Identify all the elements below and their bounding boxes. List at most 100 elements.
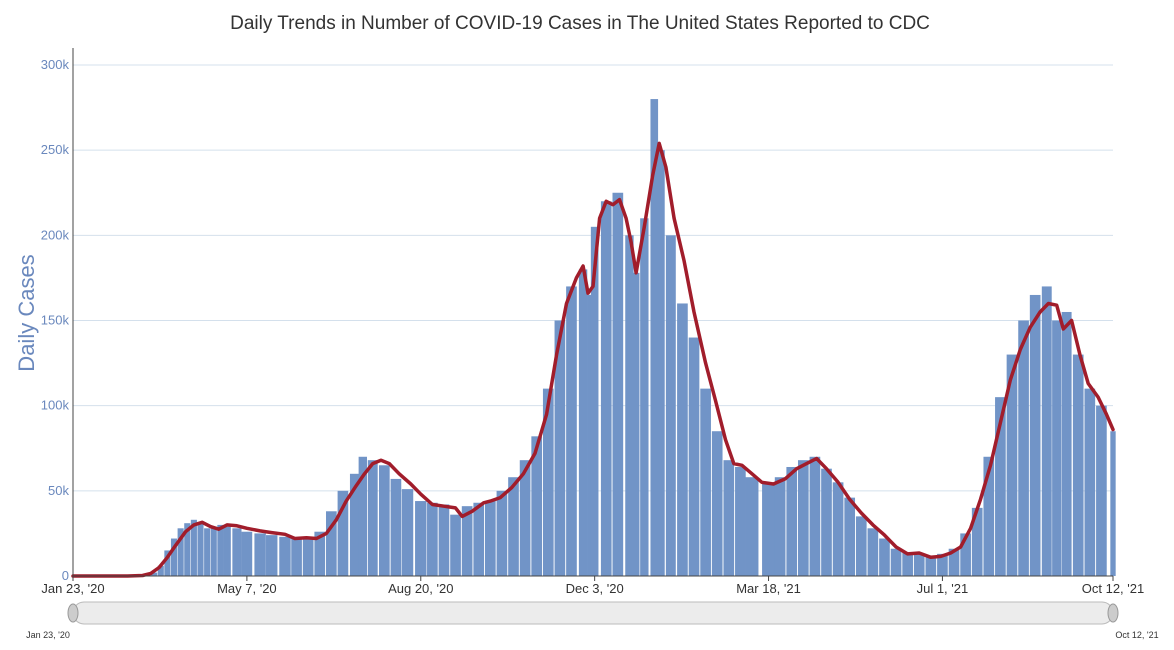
range-selector[interactable]: Jan 23, '20 Oct 12, '21 <box>26 601 1159 640</box>
daily-case-bar[interactable] <box>797 460 809 576</box>
daily-case-bar[interactable] <box>554 320 566 577</box>
daily-case-bar[interactable] <box>960 533 971 576</box>
daily-case-bar[interactable] <box>879 538 890 576</box>
daily-case-bar[interactable] <box>587 294 593 576</box>
daily-case-bar[interactable] <box>484 501 496 576</box>
daily-case-bar[interactable] <box>665 235 676 577</box>
daily-case-bar[interactable] <box>1110 431 1116 576</box>
daily-case-bar[interactable] <box>995 397 1006 576</box>
range-selector-left-handle[interactable] <box>67 603 79 623</box>
daily-case-bar[interactable] <box>401 489 414 576</box>
daily-case-bar[interactable] <box>314 531 326 576</box>
daily-case-bar[interactable] <box>711 431 723 576</box>
daily-case-bar[interactable] <box>197 523 204 576</box>
daily-case-bar[interactable] <box>1029 294 1041 576</box>
daily-case-bar[interactable] <box>223 526 231 576</box>
y-tick-label: 200k <box>41 227 70 242</box>
daily-case-bar[interactable] <box>590 226 599 577</box>
daily-case-bar[interactable] <box>855 516 867 576</box>
daily-case-bar[interactable] <box>632 272 640 576</box>
daily-case-bar[interactable] <box>1072 354 1084 576</box>
daily-case-bar[interactable] <box>291 538 302 576</box>
daily-case-bar[interactable] <box>677 303 688 576</box>
moving-average-line[interactable] <box>71 141 1115 578</box>
daily-case-bars[interactable] <box>143 99 1116 577</box>
daily-case-bar[interactable] <box>902 552 913 576</box>
daily-case-bar[interactable] <box>650 99 659 577</box>
daily-case-bar[interactable] <box>204 528 211 576</box>
daily-case-bar[interactable] <box>809 456 821 576</box>
daily-case-bar[interactable] <box>1041 286 1052 576</box>
daily-case-bar[interactable] <box>438 504 450 576</box>
daily-case-bar[interactable] <box>496 490 508 576</box>
daily-case-bar[interactable] <box>337 490 349 576</box>
daily-case-bar[interactable] <box>379 465 390 576</box>
daily-case-bar[interactable] <box>241 531 253 576</box>
daily-case-bar[interactable] <box>519 460 531 576</box>
daily-case-bar[interactable] <box>844 497 856 576</box>
daily-case-bar[interactable] <box>774 477 786 576</box>
daily-case-bar[interactable] <box>542 388 554 576</box>
daily-case-bar[interactable] <box>983 456 995 576</box>
daily-case-bar[interactable] <box>217 524 224 576</box>
daily-case-bar[interactable] <box>232 528 242 576</box>
daily-case-bar[interactable] <box>1084 388 1096 576</box>
daily-case-bar[interactable] <box>913 553 925 576</box>
daily-case-bar[interactable] <box>427 502 438 576</box>
daily-case-bar[interactable] <box>349 473 360 576</box>
daily-case-bar[interactable] <box>762 484 776 576</box>
daily-case-bar[interactable] <box>723 460 735 576</box>
daily-case-bar[interactable] <box>157 565 164 576</box>
daily-case-bar[interactable] <box>735 466 746 576</box>
daily-case-bar[interactable] <box>184 523 191 576</box>
daily-case-bar[interactable] <box>700 388 711 576</box>
daily-case-bar[interactable] <box>1006 354 1018 576</box>
daily-case-bar[interactable] <box>890 548 902 576</box>
daily-case-bar[interactable] <box>612 192 624 576</box>
daily-case-bar[interactable] <box>1052 320 1062 577</box>
daily-case-bar[interactable] <box>151 572 158 576</box>
daily-case-bar[interactable] <box>937 553 948 576</box>
daily-case-bar[interactable] <box>578 269 588 576</box>
daily-case-bar[interactable] <box>450 514 461 576</box>
daily-case-bar[interactable] <box>461 506 473 576</box>
daily-case-bar[interactable] <box>786 466 798 576</box>
daily-case-bar[interactable] <box>657 150 665 576</box>
daily-case-bar[interactable] <box>925 555 937 576</box>
daily-case-bar[interactable] <box>302 538 314 576</box>
range-selector-right-handle[interactable] <box>1107 603 1119 623</box>
axes <box>72 48 1113 577</box>
daily-case-bar[interactable] <box>279 536 291 576</box>
daily-case-bar[interactable] <box>390 478 402 576</box>
daily-case-bar[interactable] <box>971 507 983 576</box>
daily-case-bar[interactable] <box>190 519 197 576</box>
daily-case-bar[interactable] <box>948 548 960 576</box>
daily-case-bar[interactable] <box>832 482 844 576</box>
daily-case-bar[interactable] <box>254 533 266 576</box>
daily-case-bar[interactable] <box>1096 405 1107 576</box>
daily-case-bar[interactable] <box>358 456 367 576</box>
daily-case-bar[interactable] <box>473 502 485 576</box>
daily-case-bar[interactable] <box>508 477 519 576</box>
daily-case-bar[interactable] <box>326 511 337 576</box>
daily-case-bar[interactable] <box>177 528 184 576</box>
daily-case-bar[interactable] <box>1061 311 1072 576</box>
daily-case-bar[interactable] <box>745 477 759 576</box>
daily-case-bar[interactable] <box>640 218 649 577</box>
daily-case-bar[interactable] <box>688 337 700 576</box>
daily-case-bar[interactable] <box>170 538 178 576</box>
daily-case-bar[interactable] <box>531 436 543 576</box>
daily-case-bar[interactable] <box>210 526 217 576</box>
daily-case-bar[interactable] <box>566 286 577 576</box>
daily-case-bar[interactable] <box>367 460 378 576</box>
daily-case-bar[interactable] <box>1018 320 1029 577</box>
daily-case-bar[interactable] <box>600 201 612 576</box>
daily-case-bar[interactable] <box>266 535 278 576</box>
daily-case-bar[interactable] <box>821 468 832 576</box>
seven-day-average-path[interactable] <box>71 141 1115 578</box>
range-selector-track[interactable] <box>72 601 1114 625</box>
daily-case-bar[interactable] <box>625 235 634 577</box>
daily-case-bar[interactable] <box>415 501 427 576</box>
daily-case-bar[interactable] <box>867 528 879 576</box>
daily-case-bar[interactable] <box>164 550 171 576</box>
